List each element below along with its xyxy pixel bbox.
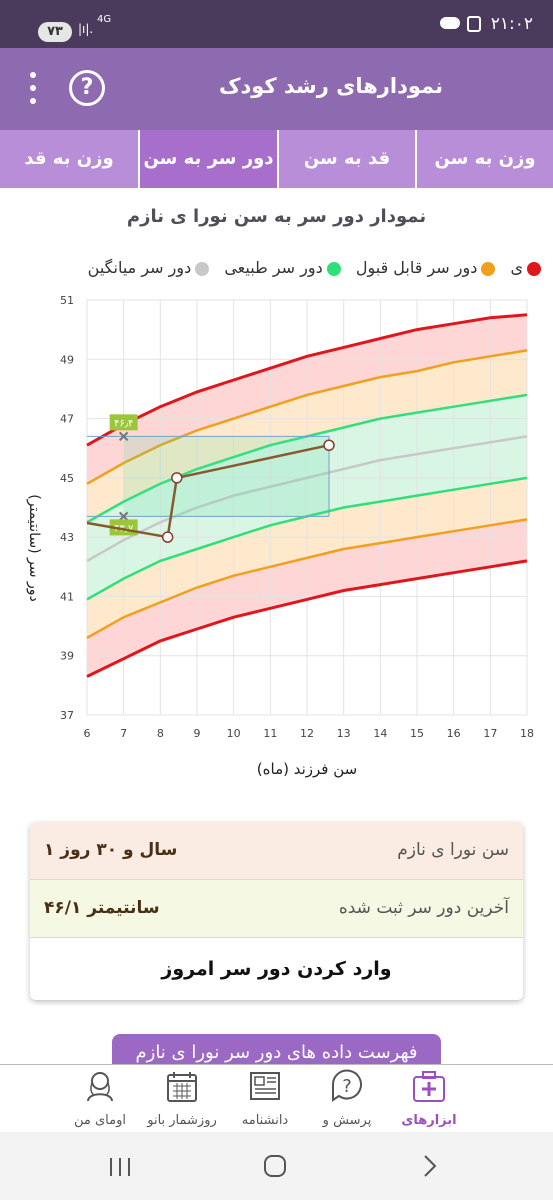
series-line <box>86 435 528 562</box>
x-marker <box>118 511 129 522</box>
recent-apps-icon[interactable] <box>108 1156 132 1178</box>
tab-head-age[interactable]: دور سر به سن <box>138 130 277 188</box>
nav-label: دانشنامه <box>241 1113 289 1128</box>
nav-label: ابزارهای <box>401 1113 457 1128</box>
system-navigation <box>0 1132 553 1200</box>
legend-item-orange: دور سر قابل قبول <box>356 258 496 277</box>
y-tick-label: 37 <box>60 709 74 722</box>
highlight-area <box>123 436 330 517</box>
tab-weight-height[interactable]: وزن به قد <box>24 148 114 169</box>
bottom-navigation: ابزارهای ? پرسش و دانشنامه روزشمار بانو … <box>0 1064 553 1132</box>
child-growth-line <box>87 443 330 539</box>
child-data-point <box>323 439 335 451</box>
growth-chart: ۴۶٫۴۴۳٫۷ 6 7 8 9 10 11 12 13 14 15 16 17 18373941434… <box>26 294 534 778</box>
home-icon[interactable] <box>263 1154 287 1178</box>
nav-profile[interactable]: اومای من <box>55 1069 145 1128</box>
series-line <box>86 313 528 447</box>
age-label: سن نورا ی نازم <box>397 840 509 860</box>
x-tick-label: 13 <box>337 727 351 740</box>
nav-label: پرسش و <box>322 1113 372 1128</box>
marker-badge <box>109 414 138 431</box>
x-axis-label: سن فرزند (ماه) <box>257 760 357 778</box>
age-row: سن نورا ی نازم ۱ سال و ۳۰ روز <box>30 822 523 880</box>
profile-icon <box>87 1072 113 1102</box>
chart-title: نمودار دور سر به سن نورا ی نازم <box>126 206 427 227</box>
data-list-header[interactable]: فهرست داده های دور سر نورا ی نازم <box>112 1034 441 1068</box>
svg-text:?: ? <box>342 1076 352 1097</box>
y-axis-label: دور سر (سانتیمتر) <box>26 494 42 601</box>
x-tick-label: 11 <box>263 727 277 740</box>
info-card: سن نورا ی نازم ۱ سال و ۳۰ روز آخرین دور … <box>30 822 523 1000</box>
child-data-point <box>171 472 183 484</box>
head-value: ۴۶/۱ سانتیمتر <box>44 898 160 918</box>
y-tick-label: 45 <box>60 472 74 485</box>
age-value: ۱ سال و ۳۰ روز <box>44 840 178 860</box>
chart-legend: ی دور سر قابل قبول دور سر طبیعی دور سر م… <box>78 258 541 277</box>
x-tick-label: 14 <box>373 727 387 740</box>
status-time: ۲۱:۰۲ <box>490 14 533 34</box>
legend-label: دور سر قابل قبول <box>355 258 478 277</box>
more-options-icon[interactable] <box>30 72 38 106</box>
nav-encyclopedia[interactable]: دانشنامه <box>220 1069 310 1128</box>
battery-indicator: ۷۳ <box>38 22 72 42</box>
legend-label: دور سر طبیعی <box>224 258 323 277</box>
signal-icon: |ı|. <box>78 22 94 36</box>
x-tick-label: 9 <box>194 727 201 740</box>
y-tick-label: 47 <box>60 413 74 426</box>
green-dot-icon <box>326 261 341 276</box>
tab-weight-age[interactable]: وزن به سن <box>415 130 553 188</box>
x-tick-label: 16 <box>447 727 461 740</box>
series-line <box>86 349 528 485</box>
head-label: آخرین دور سر ثبت شده <box>338 898 509 918</box>
page-title: نمودارهای رشد کودک <box>218 74 443 98</box>
newspaper-icon <box>250 1072 280 1100</box>
help-icon[interactable]: ? <box>69 70 105 106</box>
cloud-icon <box>440 17 460 29</box>
question-icon: ? <box>331 1069 362 1102</box>
x-tick-label: 18 <box>520 727 534 740</box>
x-tick-label: 6 <box>84 727 91 740</box>
legend-item-green: دور سر طبیعی <box>224 258 341 277</box>
y-tick-label: 43 <box>60 531 74 544</box>
nav-tools[interactable]: ابزارهای <box>384 1069 474 1128</box>
x-tick-label: 7 <box>120 727 127 740</box>
y-tick-label: 41 <box>60 590 74 603</box>
enter-head-button[interactable]: وارد کردن دور سر امروز <box>161 958 392 980</box>
x-tick-label: 8 <box>157 727 164 740</box>
nav-label: روزشمار بانو <box>147 1113 217 1128</box>
series-line <box>86 559 528 678</box>
calendar-icon <box>167 1072 197 1102</box>
child-data-point <box>161 531 174 543</box>
tab-height-age[interactable]: قد به سن <box>277 130 415 188</box>
head-row: آخرین دور سر ثبت شده ۴۶/۱ سانتیمتر <box>30 880 523 938</box>
red-dot-icon <box>527 261 541 276</box>
legend-item-gray: دور سر میانگین <box>88 258 210 277</box>
orange-dot-icon <box>481 261 496 276</box>
y-tick-label: 49 <box>60 353 74 366</box>
status-bar: ۷۳ |ı|. 4G ۲۱:۰۲ <box>0 0 553 48</box>
nav-questions[interactable]: ? پرسش و <box>302 1069 392 1128</box>
x-marker <box>118 431 129 442</box>
x-tick-label: 17 <box>483 727 497 740</box>
y-tick-label: 51 <box>60 294 74 307</box>
x-tick-label: 10 <box>227 727 241 740</box>
nav-calendar[interactable]: روزشمار بانو <box>137 1069 227 1128</box>
back-icon[interactable] <box>420 1154 440 1178</box>
gray-dot-icon <box>195 261 210 276</box>
chart-tabs: وزن به سن قد به سن دور سر به سن وزن به ق… <box>0 130 553 188</box>
medical-kit-icon <box>413 1071 445 1102</box>
legend-item-red: ی <box>510 258 541 277</box>
series-line <box>86 518 528 639</box>
legend-label: ی <box>510 258 523 277</box>
y-tick-label: 39 <box>60 650 74 663</box>
marker-label: ۴۶٫۴ <box>114 418 133 429</box>
nav-label: اومای من <box>74 1113 126 1128</box>
screenshot-icon <box>467 16 481 32</box>
x-tick-label: 12 <box>300 727 314 740</box>
x-tick-label: 15 <box>410 727 424 740</box>
legend-label: دور سر میانگین <box>87 258 192 277</box>
app-bar: ? نمودارهای رشد کودک <box>0 48 553 130</box>
network-type: 4G <box>97 14 112 25</box>
